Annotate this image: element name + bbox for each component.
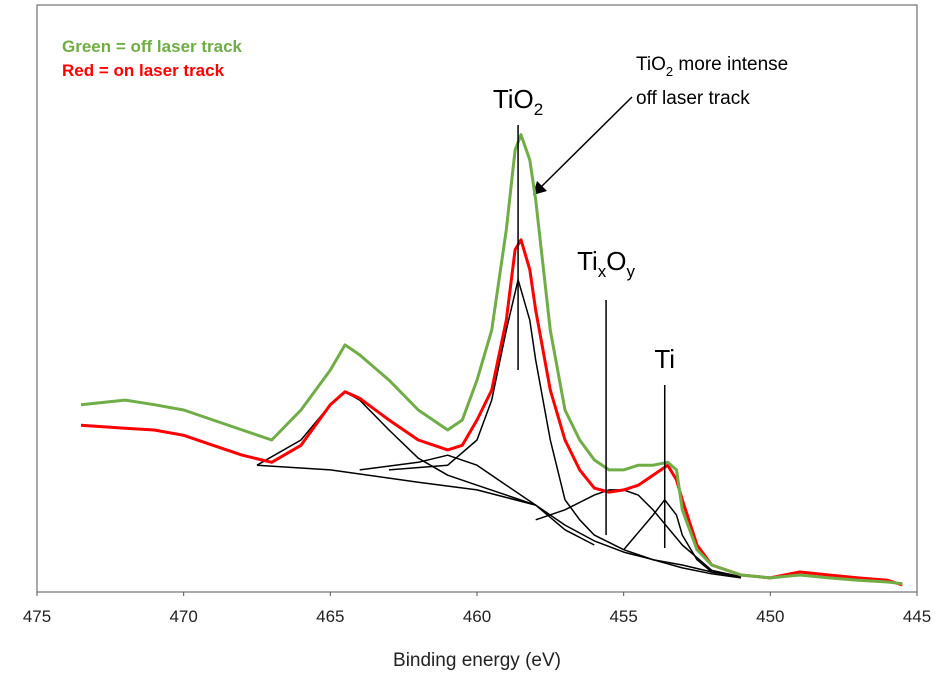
- legend-entry: Red = on laser track: [62, 61, 225, 80]
- note-text: TiO: [636, 54, 666, 75]
- arrow-head: [533, 181, 547, 195]
- series-line: [256, 464, 742, 578]
- series-line: [359, 454, 595, 546]
- legend-entry: Green = off laser track: [62, 37, 243, 56]
- peak-label: Ti: [654, 344, 675, 374]
- arrow-line: [539, 96, 633, 189]
- series-line: [388, 278, 742, 579]
- peak-label-sub: 2: [534, 100, 543, 119]
- peak-label-sub: y: [627, 262, 636, 281]
- peak-label-text: TiO: [493, 84, 534, 114]
- x-tick-label: 470: [169, 607, 197, 626]
- peak-label-sub: x: [598, 262, 607, 281]
- note-line-2: off laser track: [636, 88, 750, 109]
- x-tick-label: 475: [23, 607, 51, 626]
- note-text: more intense: [673, 54, 788, 75]
- peak-label-text: Ti: [577, 246, 598, 276]
- peak-label: TiO2: [493, 84, 543, 119]
- note-line-1: TiO2 more intense: [636, 54, 788, 79]
- x-tick-label: 455: [609, 607, 637, 626]
- plot-frame: [36, 4, 918, 593]
- x-tick-label: 450: [756, 607, 784, 626]
- note-sub: 2: [666, 64, 673, 79]
- x-tick-label: 445: [903, 607, 931, 626]
- series-line: [80, 133, 903, 586]
- x-tick-label: 465: [316, 607, 344, 626]
- x-axis-label: Binding energy (eV): [393, 650, 561, 671]
- peak-label-text: Ti: [654, 344, 675, 374]
- series-line: [623, 499, 742, 578]
- series-line: [535, 489, 742, 578]
- x-tick-label: 460: [463, 607, 491, 626]
- peak-label-text: O: [606, 246, 626, 276]
- series-line: [80, 238, 903, 587]
- series-line: [256, 391, 536, 506]
- peak-label: TixOy: [577, 246, 635, 281]
